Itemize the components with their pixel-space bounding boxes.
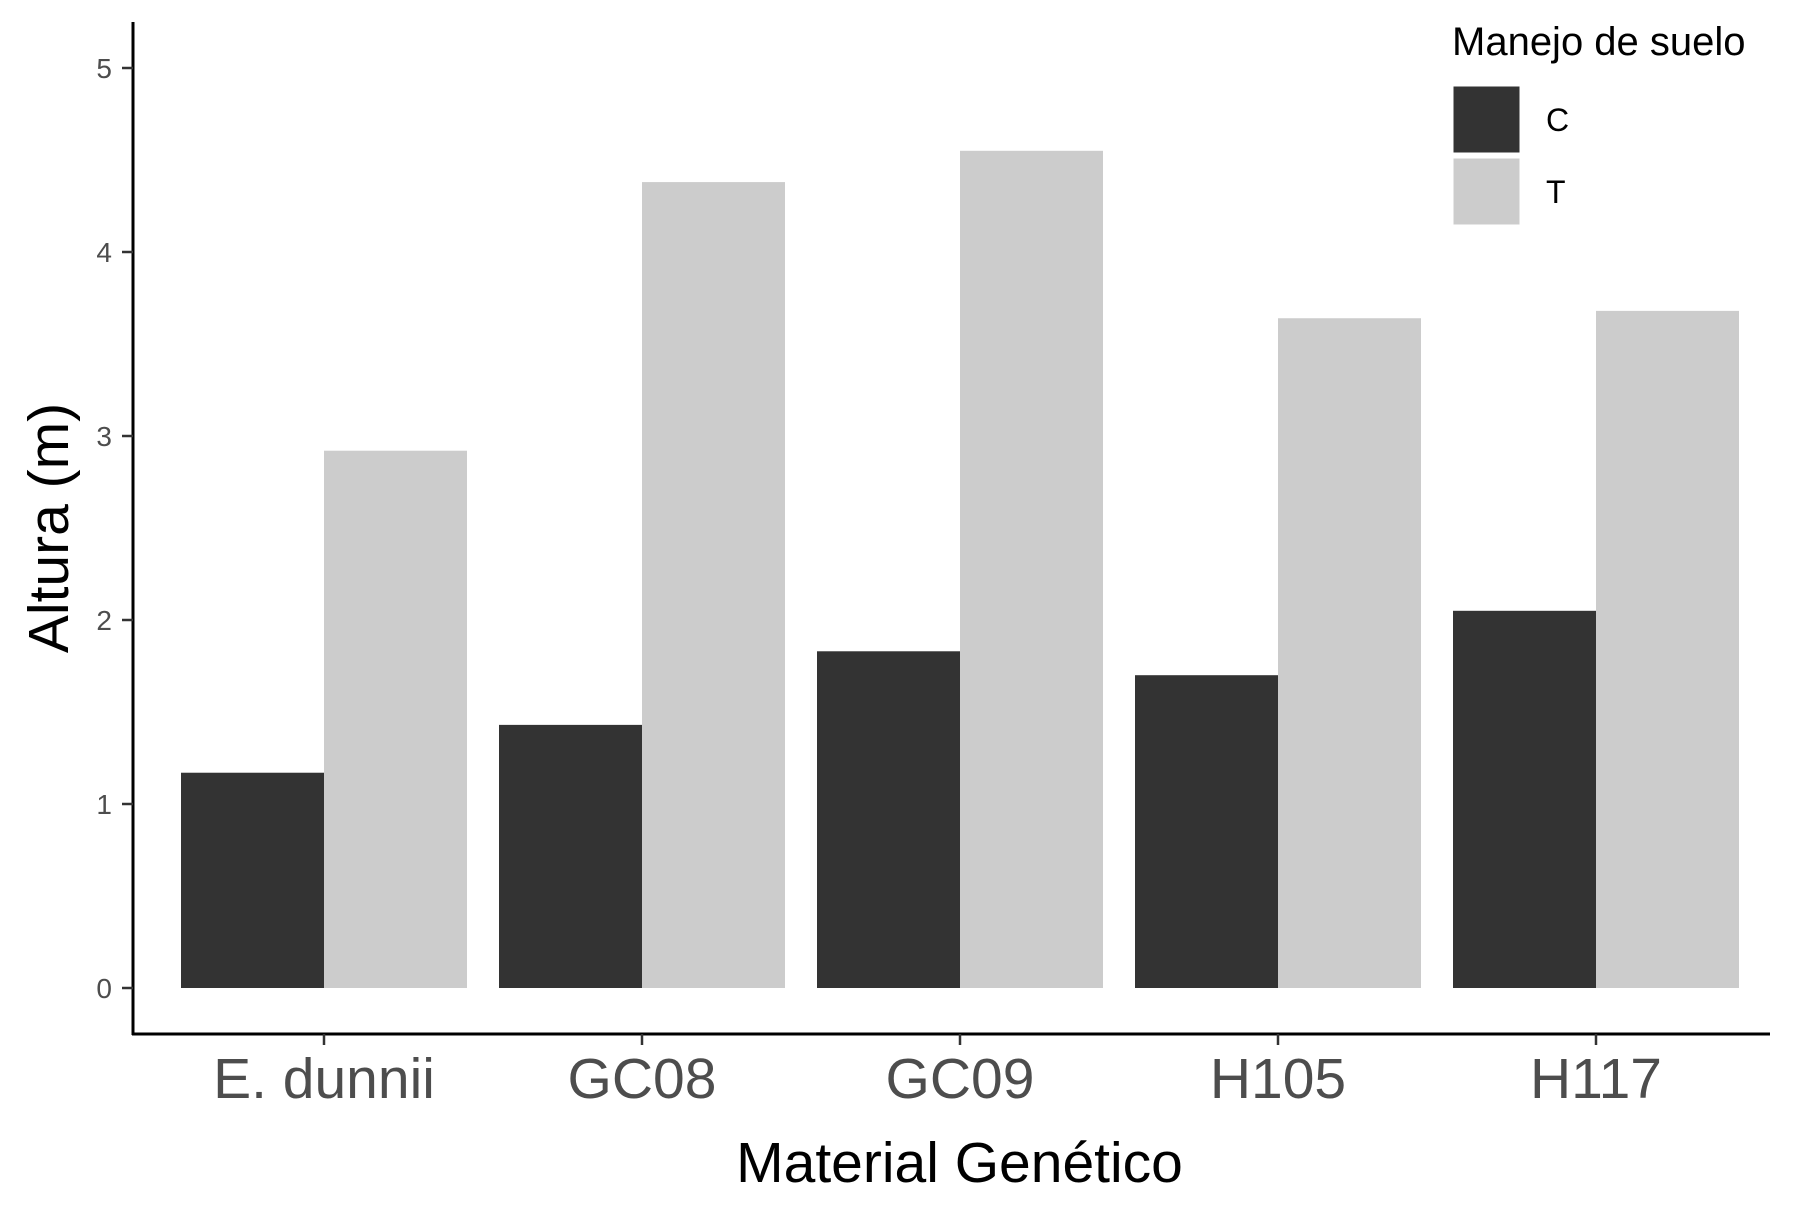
- bar-T-gc08: [642, 182, 785, 988]
- bar-T-edunnii: [324, 450, 467, 989]
- legend-key-T: [1450, 155, 1523, 228]
- y-tick-label: 4: [96, 237, 112, 268]
- bar-C-h117: [1453, 610, 1596, 988]
- labels-layer: 0 1 2 3 4 5 E. dunnii GC08 GC09 H105 H117 Material …: [17, 53, 1662, 1195]
- legend-key-C: [1450, 83, 1523, 156]
- legend: Manejo de suelo CT: [1450, 20, 1746, 228]
- y-tick-label: 0: [96, 973, 112, 1004]
- bar-C-gc09: [817, 651, 960, 988]
- y-axis-title: Altura (m): [17, 403, 81, 653]
- bar-T-h105: [1278, 318, 1421, 988]
- bars-layer: [181, 150, 1739, 989]
- legend-title: Manejo de suelo: [1452, 20, 1746, 64]
- legend-label-T: T: [1546, 174, 1566, 210]
- x-tick-label: GC08: [568, 1047, 717, 1111]
- x-axis-title: Material Genético: [736, 1131, 1183, 1195]
- legend-label-C: C: [1546, 102, 1569, 138]
- bar-C-h105: [1135, 675, 1278, 988]
- bar-C-edunnii: [181, 772, 324, 988]
- y-tick-label: 3: [96, 421, 112, 452]
- x-tick-label: E. dunnii: [213, 1047, 435, 1111]
- y-tick-label: 1: [96, 789, 112, 820]
- bar-T-gc09: [960, 150, 1103, 989]
- x-tick-label: H117: [1530, 1047, 1662, 1111]
- bar-T-h117: [1596, 310, 1739, 988]
- y-tick-label: 5: [96, 53, 112, 84]
- x-tick-label: GC09: [886, 1047, 1035, 1111]
- bar-C-gc08: [499, 724, 642, 988]
- y-tick-label: 2: [96, 605, 112, 636]
- x-tick-label: H105: [1210, 1047, 1346, 1111]
- axes-layer: [122, 22, 1770, 1045]
